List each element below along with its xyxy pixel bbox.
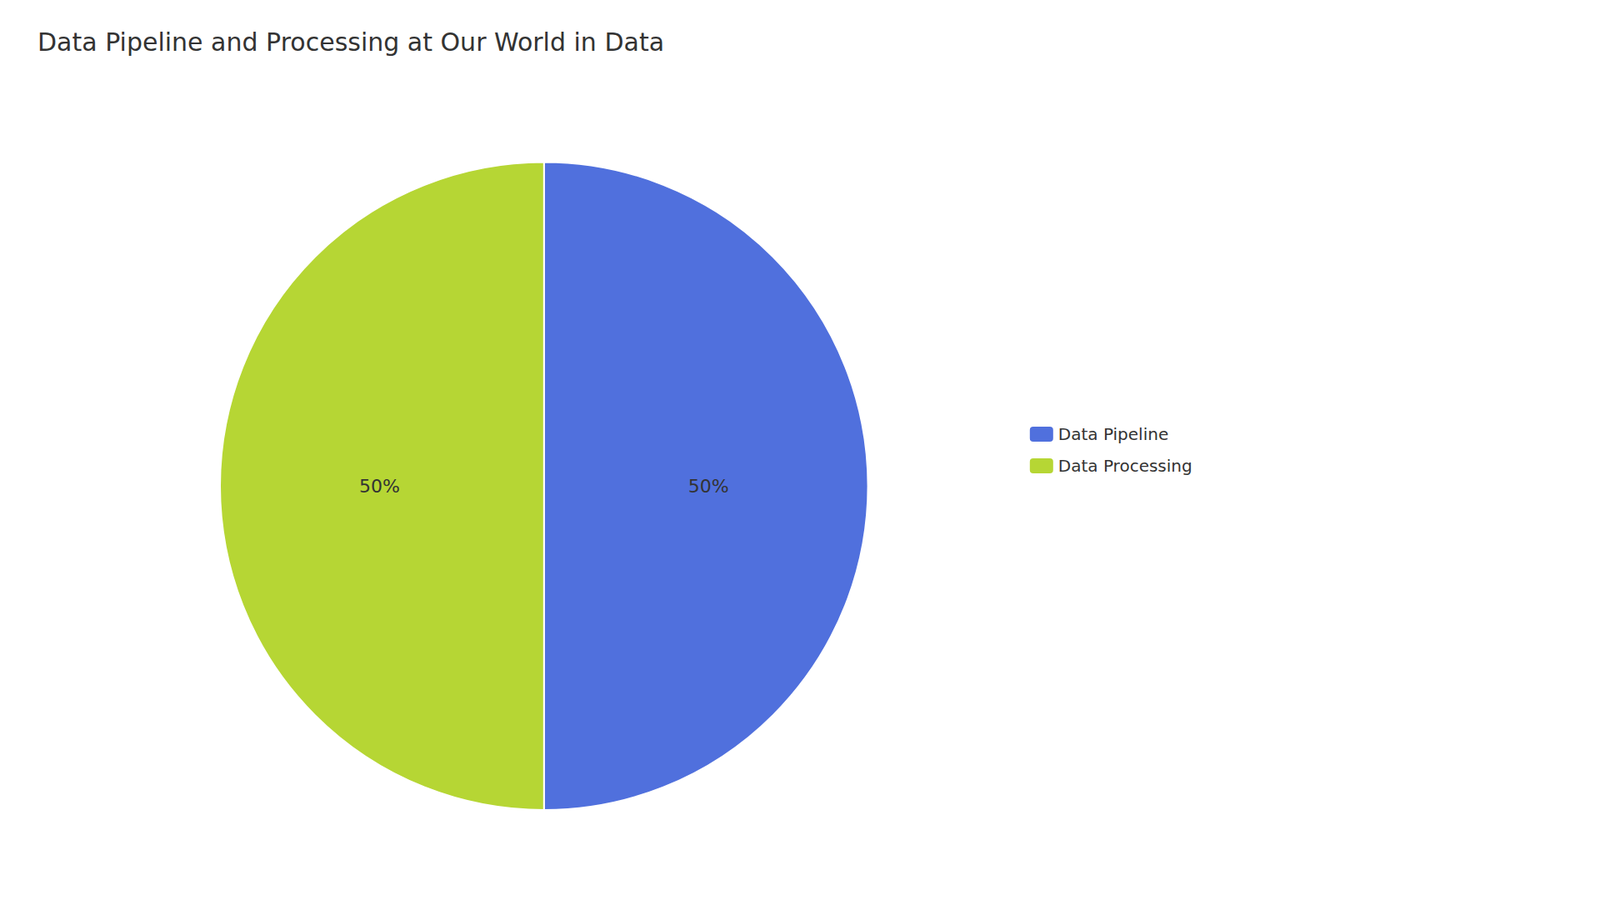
svg-text:50%: 50% xyxy=(359,475,400,497)
svg-text:Data Processing: Data Processing xyxy=(1058,455,1193,476)
svg-text:50%: 50% xyxy=(688,475,730,497)
svg-text:Data Pipeline: Data Pipeline xyxy=(1058,424,1169,445)
svg-text:Data Pipeline and Processing a: Data Pipeline and Processing at Our Worl… xyxy=(37,27,665,57)
